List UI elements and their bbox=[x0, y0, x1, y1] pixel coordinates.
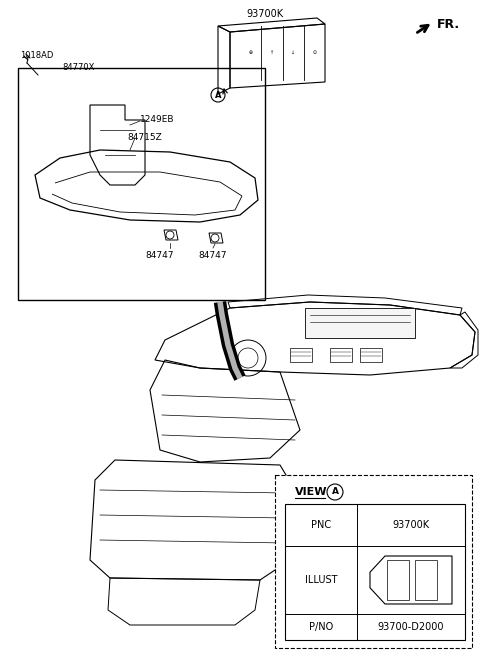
Text: ↑: ↑ bbox=[270, 51, 274, 55]
Bar bbox=[18, 68, 265, 300]
Text: FR.: FR. bbox=[437, 18, 460, 30]
Text: 84770X: 84770X bbox=[62, 63, 95, 71]
Bar bbox=[275, 475, 472, 648]
Bar bbox=[305, 308, 415, 338]
Text: ILLUST: ILLUST bbox=[305, 575, 337, 585]
Text: 93700K: 93700K bbox=[246, 9, 284, 19]
Bar bbox=[290, 348, 312, 362]
Text: 93700K: 93700K bbox=[393, 520, 430, 530]
Text: ⊕: ⊕ bbox=[249, 51, 252, 55]
Text: ⊙: ⊙ bbox=[312, 51, 316, 55]
Text: PNC: PNC bbox=[311, 520, 331, 530]
Bar bbox=[415, 560, 437, 600]
Text: 84747: 84747 bbox=[146, 252, 174, 260]
Text: VIEW: VIEW bbox=[295, 487, 327, 497]
Text: 84747: 84747 bbox=[199, 252, 227, 260]
Text: 1018AD: 1018AD bbox=[20, 51, 53, 59]
Bar bbox=[285, 504, 465, 640]
Text: A: A bbox=[215, 90, 221, 100]
Bar bbox=[387, 560, 409, 600]
Text: 1249EB: 1249EB bbox=[140, 115, 175, 125]
Text: ↓: ↓ bbox=[291, 51, 295, 55]
Bar bbox=[360, 348, 382, 362]
Bar bbox=[330, 348, 352, 362]
Text: 84715Z: 84715Z bbox=[127, 132, 162, 142]
Text: 93700-D2000: 93700-D2000 bbox=[378, 622, 444, 632]
Text: A: A bbox=[332, 488, 338, 496]
Text: P/NO: P/NO bbox=[309, 622, 333, 632]
